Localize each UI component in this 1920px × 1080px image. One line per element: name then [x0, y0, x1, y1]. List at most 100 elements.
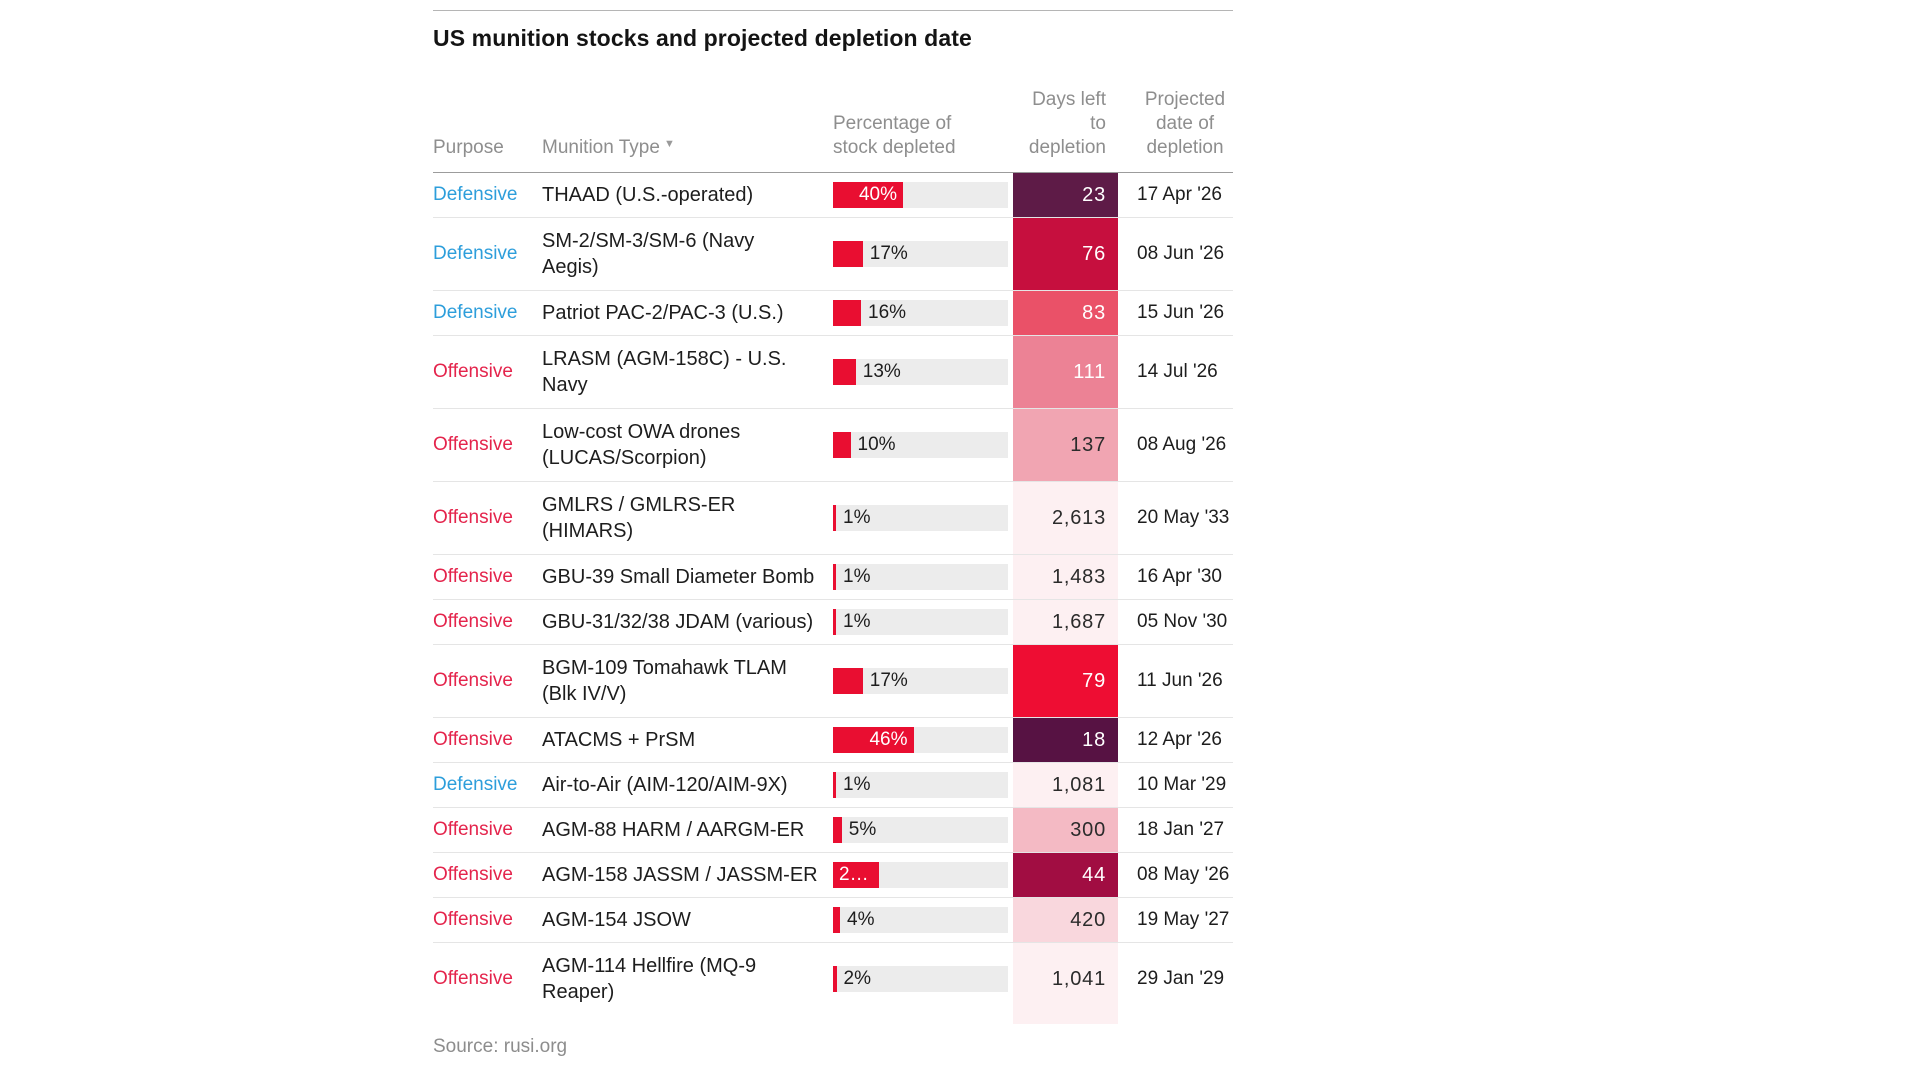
table-row: Defensive THAAD (U.S.-operated) 40% 23 1…	[433, 173, 1233, 217]
column-header-percentage: Percentage of stock depleted	[833, 113, 956, 158]
table-row: Offensive LRASM (AGM-158C) - U.S. Navy 1…	[433, 335, 1233, 408]
days-left-cell: 1,081	[1013, 763, 1118, 807]
depletion-bar-track: 17%	[833, 668, 1008, 694]
depletion-bar-track: 5%	[833, 817, 1008, 843]
days-left-cell: 76	[1013, 218, 1118, 290]
projected-date-cell: 08 May '26	[1137, 864, 1230, 885]
projected-date-cell: 14 Jul '26	[1137, 361, 1218, 382]
depletion-bar-fill	[833, 609, 836, 635]
stock-depleted-bar-cell: 16%	[833, 291, 1013, 335]
stock-depleted-bar-cell: 10%	[833, 409, 1013, 481]
table-row: Defensive SM-2/SM-3/SM-6 (Navy Aegis) 17…	[433, 217, 1233, 290]
munition-type-cell: Patriot PAC-2/PAC-3 (U.S.)	[542, 302, 784, 324]
depletion-bar-track: 10%	[833, 432, 1008, 458]
munition-type-cell: GBU-31/32/38 JDAM (various)	[542, 611, 814, 633]
days-left-cell: 1,041	[1013, 943, 1118, 1015]
munition-type-cell: LRASM (AGM-158C) - U.S. Navy	[542, 348, 787, 396]
bar-percent-label-inside: 2…	[839, 864, 869, 885]
table-row: Offensive BGM-109 Tomahawk TLAM (Blk IV/…	[433, 644, 1233, 717]
projected-date-cell: 11 Jun '26	[1137, 670, 1223, 691]
purpose-cell: Offensive	[433, 729, 513, 750]
depletion-bar-fill	[833, 432, 851, 458]
depletion-bar-fill	[833, 668, 863, 694]
days-left-cell: 18	[1013, 718, 1118, 762]
munition-type-cell: Air-to-Air (AIM-120/AIM-9X)	[542, 774, 788, 796]
days-left-cell: 420	[1013, 898, 1118, 942]
page-title: US munition stocks and projected depleti…	[433, 25, 972, 51]
column-header-munition-type[interactable]: Munition Type ▼	[542, 132, 833, 160]
projected-date-cell: 15 Jun '26	[1137, 302, 1225, 323]
depletion-bar-fill: 2…	[833, 862, 879, 888]
purpose-cell: Offensive	[433, 819, 513, 840]
depletion-bar-fill	[833, 505, 836, 531]
depletion-bar-track: 4%	[833, 907, 1008, 933]
munition-type-cell: Low-cost OWA drones (LUCAS/Scorpion)	[542, 421, 741, 469]
days-left-cell: 1,483	[1013, 555, 1118, 599]
depletion-bar-fill: 40%	[833, 182, 903, 208]
depletion-bar-track: 46%	[833, 727, 1008, 753]
projected-date-cell: 08 Aug '26	[1137, 434, 1227, 455]
sort-descending-icon[interactable]: ▼	[663, 138, 675, 150]
munition-type-cell: GMLRS / GMLRS-ER (HIMARS)	[542, 494, 736, 542]
table-row: Offensive Low-cost OWA drones (LUCAS/Sco…	[433, 408, 1233, 481]
depletion-bar-track: 1%	[833, 772, 1008, 798]
days-left-cell: 137	[1013, 409, 1118, 481]
depletion-bar-fill	[833, 564, 836, 590]
depletion-bar-track: 17%	[833, 241, 1008, 267]
projected-date-cell: 05 Nov '30	[1137, 611, 1228, 632]
projected-date-cell: 12 Apr '26	[1137, 729, 1222, 750]
purpose-cell: Offensive	[433, 361, 513, 382]
bar-percent-label-inside: 40%	[858, 184, 897, 205]
days-left-cell: 79	[1013, 645, 1118, 717]
days-left-cell: 23	[1013, 173, 1118, 217]
depletion-bar-fill	[833, 907, 840, 933]
purpose-cell: Offensive	[433, 434, 513, 455]
depletion-bar-fill	[833, 300, 861, 326]
projected-date-cell: 20 May '33	[1137, 507, 1230, 528]
munition-type-cell: BGM-109 Tomahawk TLAM (Blk IV/V)	[542, 657, 787, 705]
stock-depleted-bar-cell: 2…	[833, 853, 1013, 897]
projected-date-cell: 29 Jan '29	[1137, 968, 1225, 989]
table-body: Defensive THAAD (U.S.-operated) 40% 23 1…	[433, 173, 1233, 1015]
purpose-cell: Offensive	[433, 909, 513, 930]
munition-type-header-label: Munition Type	[542, 137, 660, 158]
munition-type-cell: SM-2/SM-3/SM-6 (Navy Aegis)	[542, 230, 755, 278]
chart-card: US munition stocks and projected depleti…	[433, 0, 1233, 1058]
depletion-bar-fill	[833, 817, 842, 843]
top-rule	[433, 10, 1233, 11]
stock-depleted-bar-cell: 40%	[833, 173, 1013, 217]
purpose-cell: Defensive	[433, 184, 518, 205]
bar-percent-label-outside: 10%	[857, 434, 896, 455]
table-row: Defensive Air-to-Air (AIM-120/AIM-9X) 1%…	[433, 762, 1233, 807]
stock-depleted-bar-cell: 2%	[833, 943, 1013, 1015]
depletion-bar-fill	[833, 966, 837, 992]
stock-depleted-bar-cell: 1%	[833, 763, 1013, 807]
bar-percent-label-outside: 1%	[843, 507, 871, 528]
bar-percent-label-inside: 46%	[869, 729, 908, 750]
purpose-cell: Offensive	[433, 566, 513, 587]
purpose-cell: Defensive	[433, 243, 518, 264]
table-row: Offensive AGM-88 HARM / AARGM-ER 5% 300 …	[433, 807, 1233, 852]
days-left-cell: 44	[1013, 853, 1118, 897]
days-column-stub	[1013, 1015, 1118, 1024]
table-row: Offensive GBU-39 Small Diameter Bomb 1% …	[433, 554, 1233, 599]
munition-type-cell: AGM-158 JASSM / JASSM-ER	[542, 864, 818, 886]
stock-depleted-bar-cell: 1%	[833, 600, 1013, 644]
depletion-bar-track: 1%	[833, 564, 1008, 590]
table-row: Offensive AGM-158 JASSM / JASSM-ER 2… 44…	[433, 852, 1233, 897]
stock-depleted-bar-cell: 17%	[833, 218, 1013, 290]
bar-percent-label-outside: 5%	[848, 819, 877, 840]
column-header-purpose: Purpose	[433, 137, 504, 158]
projected-date-cell: 08 Jun '26	[1137, 243, 1225, 264]
bar-percent-label-outside: 13%	[862, 361, 901, 382]
source-note: Source: rusi.org	[433, 1036, 568, 1057]
days-left-cell: 111	[1013, 336, 1118, 408]
purpose-cell: Defensive	[433, 302, 518, 323]
table-row: Offensive AGM-114 Hellfire (MQ-9 Reaper)…	[433, 942, 1233, 1015]
column-header-days-left: Days left to depletion	[1028, 89, 1106, 158]
bar-percent-label-outside: 2%	[843, 968, 871, 989]
bar-percent-label-outside: 17%	[869, 243, 908, 264]
purpose-cell: Defensive	[433, 774, 518, 795]
stock-depleted-bar-cell: 17%	[833, 645, 1013, 717]
projected-date-cell: 16 Apr '30	[1137, 566, 1222, 587]
